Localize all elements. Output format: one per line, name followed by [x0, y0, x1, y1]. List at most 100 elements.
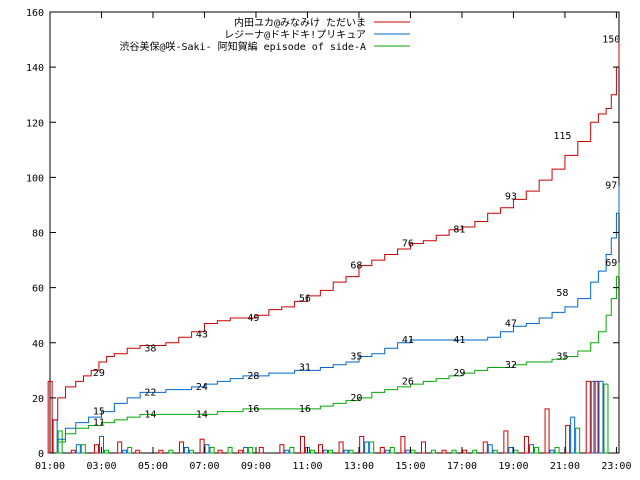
point-label: 41 — [453, 335, 465, 346]
bar — [322, 449, 328, 454]
x-tick-label: 05:00 — [138, 461, 168, 472]
bar — [317, 444, 323, 454]
legend: 内田ユカ@みなみけ ただいまレジーナ@ドキドキ!プリキュア渋谷美保@咲-Saki… — [119, 16, 410, 53]
bar — [585, 380, 591, 454]
bar — [178, 441, 184, 454]
bar — [379, 446, 385, 454]
point-label: 115 — [553, 131, 571, 142]
x-tick-label: 11:00 — [292, 461, 322, 472]
bar — [284, 449, 290, 454]
bar — [487, 444, 493, 454]
point-label: 22 — [144, 387, 156, 398]
bar — [248, 446, 254, 454]
legend-label: 渋谷美保@咲-Saki- 阿知賀編 episode of side-A — [119, 40, 366, 53]
legend-label: 内田ユカ@みなみけ ただいま — [234, 16, 366, 29]
x-tick-label: 21:00 — [550, 461, 580, 472]
x-tick-label: 01:00 — [35, 461, 65, 472]
legend-label: レジーナ@ドキドキ!プリキュア — [224, 29, 366, 41]
bar — [430, 449, 436, 454]
point-label: 26 — [402, 376, 414, 387]
point-label: 97 — [605, 181, 617, 192]
y-tick-label: 0 — [38, 449, 44, 460]
bar — [80, 444, 86, 454]
bar — [117, 441, 123, 454]
bar — [544, 408, 550, 454]
point-label: 35 — [556, 352, 568, 363]
bar — [359, 435, 365, 454]
point-label: 20 — [350, 393, 362, 404]
bar — [103, 449, 109, 454]
bar — [554, 446, 560, 454]
x-tick-label: 07:00 — [189, 461, 219, 472]
lines-group — [50, 39, 620, 454]
bar — [343, 449, 349, 454]
bar — [462, 449, 468, 454]
bar — [528, 444, 534, 454]
bar — [364, 441, 370, 454]
bar — [590, 380, 596, 454]
bar — [289, 446, 295, 454]
bar — [327, 449, 333, 454]
point-label: 11 — [93, 418, 105, 429]
y-tick-label: 120 — [26, 118, 44, 129]
point-label: 68 — [350, 261, 362, 272]
point-label: 69 — [605, 258, 617, 269]
bar — [384, 449, 390, 454]
bar — [348, 449, 354, 454]
bar — [503, 430, 509, 454]
point-label: 14 — [144, 409, 156, 420]
bar — [127, 446, 133, 454]
bar — [472, 449, 478, 454]
point-label: 38 — [144, 343, 156, 354]
point-label: 81 — [453, 225, 465, 236]
bar — [405, 449, 411, 454]
bar — [93, 444, 99, 454]
point-label: 76 — [402, 239, 414, 250]
x-tick-label: 15:00 — [395, 461, 425, 472]
point-label: 58 — [556, 288, 568, 299]
point-label: 49 — [247, 313, 259, 324]
bar — [204, 444, 210, 454]
series-line-0 — [50, 39, 620, 454]
point-label: 31 — [299, 363, 311, 374]
point-label: 43 — [196, 329, 208, 340]
bar — [410, 449, 416, 454]
series-line-2 — [50, 262, 620, 454]
point-label: 32 — [505, 360, 517, 371]
bar — [279, 444, 285, 454]
y-tick-label: 80 — [32, 229, 44, 240]
bar — [420, 441, 426, 454]
bar — [243, 446, 249, 454]
y-tick-label: 140 — [26, 63, 44, 74]
y-tick-label: 160 — [26, 8, 44, 19]
point-labels-group: 29 38 43 49 56 68 76 81 93 115 150 15 22 24 28 31 35 41 41… — [93, 35, 620, 429]
bars-group — [47, 380, 609, 454]
point-label: 29 — [453, 368, 465, 379]
point-label: 35 — [350, 352, 362, 363]
bar — [209, 446, 215, 454]
bar — [523, 435, 529, 454]
x-tick-label: 23:00 — [601, 461, 631, 472]
point-label: 93 — [505, 192, 517, 203]
point-label: 41 — [402, 335, 414, 346]
point-label: 47 — [505, 318, 517, 329]
point-label: 16 — [247, 404, 259, 415]
bar — [565, 424, 571, 454]
bar — [482, 441, 488, 454]
series-line-1 — [50, 185, 620, 454]
point-label: 56 — [299, 294, 311, 305]
bar — [135, 449, 141, 454]
bar — [122, 449, 128, 454]
y-tick-label: 60 — [32, 284, 44, 295]
bar — [299, 435, 305, 454]
x-tick-label: 13:00 — [344, 461, 374, 472]
bar — [188, 449, 194, 454]
y-tick-label: 40 — [32, 339, 44, 350]
bar — [441, 449, 447, 454]
bar — [70, 449, 76, 454]
bar — [508, 446, 514, 454]
x-tick-label: 19:00 — [498, 461, 528, 472]
point-label: 28 — [247, 371, 259, 382]
bar — [309, 449, 315, 454]
